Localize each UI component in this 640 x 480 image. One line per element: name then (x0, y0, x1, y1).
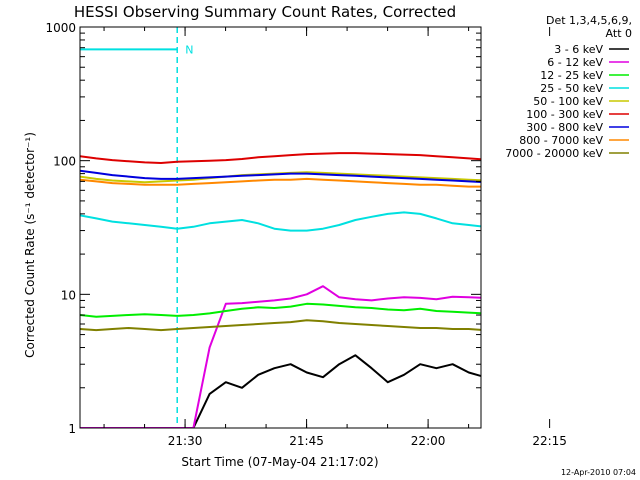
plot-area: NS (79, 26, 482, 429)
legend-label-3-6-kev: 3 - 6 keV (554, 43, 603, 56)
legend-header: Det 1,3,4,5,6,9, (546, 14, 632, 27)
series-line-6-12-kev (80, 285, 481, 428)
legend-label-6-12-kev: 6 - 12 keV (547, 56, 603, 69)
series-line-25-50-kev (80, 211, 481, 232)
legend-label-7000-20000-kev: 7000 - 20000 keV (505, 147, 603, 160)
y-axis-title: Corrected Count Rate (s⁻¹ detector⁻¹) (23, 132, 37, 358)
legend-label-25-50-kev: 25 - 50 keV (540, 82, 603, 95)
series-line-100-300-kev (80, 152, 481, 164)
annotation-layer (80, 27, 178, 428)
legend-label-12-25-kev: 12 - 25 keV (540, 69, 603, 82)
series-layer (80, 152, 481, 428)
series-line-7000-20000-kev (80, 319, 481, 332)
y-tick-label: 100 (53, 155, 76, 169)
series-line-50-100-kev (80, 171, 481, 184)
x-tick-label: 21:45 (289, 434, 324, 448)
chart-title: HESSI Observing Summary Count Rates, Cor… (74, 3, 456, 21)
y-tick-label: 1000 (45, 21, 76, 35)
legend-label-100-300-kev: 100 - 300 keV (526, 108, 603, 121)
x-axis-title: Start Time (07-May-04 21:17:02) (181, 455, 378, 469)
series-line-12-25-kev (80, 302, 481, 318)
night-label: N (185, 43, 193, 56)
x-tick-label: 22:15 (532, 434, 567, 448)
x-tick-label: 22:00 (411, 434, 446, 448)
y-tick-label: 1 (68, 422, 76, 436)
footer-timestamp: 12-Apr-2010 07:04 (561, 468, 636, 477)
legend-label-800-7000-kev: 800 - 7000 keV (519, 134, 603, 147)
series-line-300-800-kev (80, 169, 481, 183)
y-axis: 1 10 100 1000 (45, 21, 481, 436)
legend-header: Att 0 (606, 27, 632, 40)
legend-label-300-800-kev: 300 - 800 keV (526, 121, 603, 134)
legend-label-50-100-kev: 50 - 100 keV (533, 95, 603, 108)
series-line-800-7000-kev (80, 177, 481, 188)
plot-frame (79, 26, 482, 429)
series-line-3-6-kev (128, 354, 481, 428)
y-tick-label: 10 (61, 288, 76, 302)
x-tick-label: 21:30 (168, 434, 203, 448)
